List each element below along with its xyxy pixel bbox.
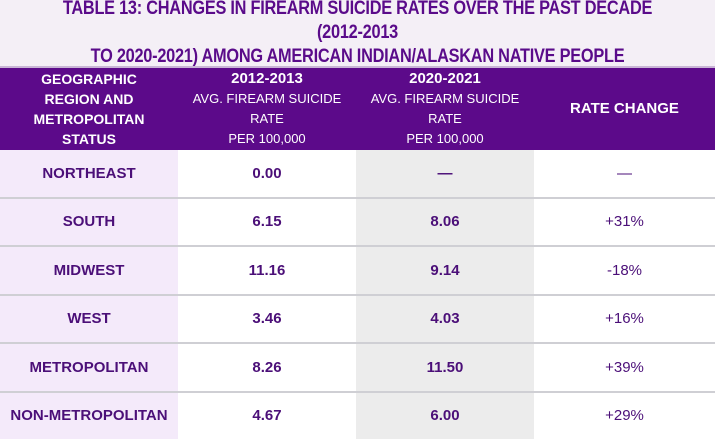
region-cell: WEST [0,295,178,344]
header-p2-sub2: PER 100,000 [356,129,534,149]
rate-2012-cell: 0.00 [178,150,356,198]
header-p2-year: 2020-2021 [356,69,534,89]
header-region-label: GEOGRAPHIC REGION AND METROPOLITAN STATU… [0,69,178,149]
rate-2012-cell: 11.16 [178,246,356,295]
title-line-1: TABLE 13: CHANGES IN FIREARM SUICIDE RAT… [50,0,665,45]
rate-2020-cell: 9.14 [356,246,534,295]
rate-2020-cell: 11.50 [356,343,534,392]
title-line-2: TO 2020-2021) AMONG AMERICAN INDIAN/ALAS… [91,45,625,69]
rate-change-cell: +31% [534,198,715,247]
rate-2020-cell: 4.03 [356,295,534,344]
rate-2012-cell: 3.46 [178,295,356,344]
header-rate-change: RATE CHANGE [534,67,715,150]
region-cell: NON-METROPOLITAN [0,392,178,439]
header-change-label: RATE CHANGE [534,99,715,119]
region-cell: NORTHEAST [0,150,178,198]
region-cell: SOUTH [0,198,178,247]
region-cell: MIDWEST [0,246,178,295]
rate-2020-cell: 8.06 [356,198,534,247]
header-p1-sub2: PER 100,000 [178,129,356,149]
rate-2012-cell: 6.15 [178,198,356,247]
table-title: TABLE 13: CHANGES IN FIREARM SUICIDE RAT… [50,0,665,66]
rate-change-cell: +16% [534,295,715,344]
rate-change-cell: +29% [534,392,715,439]
header-p1-year: 2012-2013 [178,69,356,89]
rate-change-cell: +39% [534,343,715,392]
rate-2020-cell: — [356,150,534,198]
rate-2012-cell: 4.67 [178,392,356,439]
rate-2012-cell: 8.26 [178,343,356,392]
rate-2020-cell: 6.00 [356,392,534,439]
header-p2-sub1: AVG. FIREARM SUICIDE RATE [356,89,534,129]
data-table: GEOGRAPHIC REGION AND METROPOLITAN STATU… [0,66,715,439]
header-row: GEOGRAPHIC REGION AND METROPOLITAN STATU… [0,67,715,150]
rate-change-cell: -18% [534,246,715,295]
region-cell: METROPOLITAN [0,343,178,392]
rate-change-cell: — [534,150,715,198]
header-p1-sub1: AVG. FIREARM SUICIDE RATE [178,89,356,129]
header-region: GEOGRAPHIC REGION AND METROPOLITAN STATU… [0,67,178,150]
